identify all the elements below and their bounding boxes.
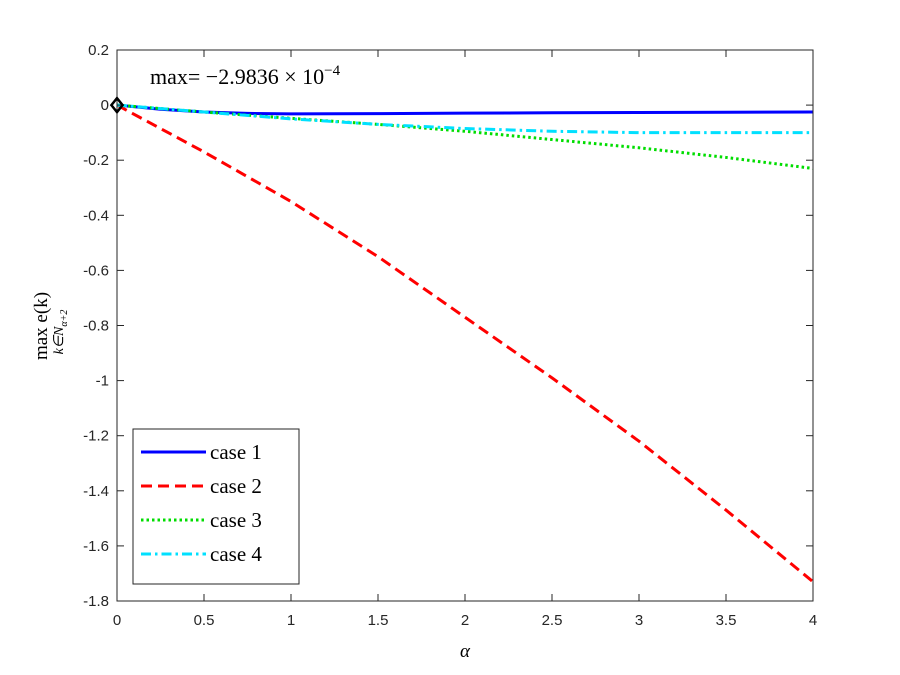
y-tick-label: -1.2 (83, 428, 109, 445)
series-line-case-4 (116, 103, 813, 135)
y-axis-label-subscript: k∈Nα+2 (52, 310, 70, 355)
y-tick-label: -0.8 (83, 318, 109, 335)
y-tick-labels: -1.8 -1.6 -1.4 -1.2 -1 -0.8 -0.6 -0.4 -0.2 0 0.2 (83, 42, 109, 610)
series-line-case-3 (116, 103, 814, 170)
x-tick-label: 0.5 (194, 612, 215, 629)
y-tick-label: -1.8 (83, 593, 109, 610)
x-tick-label: 3 (635, 612, 643, 629)
max-annotation-exponent: −4 (324, 63, 340, 79)
legend-box (132, 428, 300, 585)
x-tick-label: 0 (113, 612, 121, 629)
legend-label-case-3: case 3 (210, 508, 262, 532)
legend-label-case-1: case 1 (210, 440, 262, 464)
y-tick-label: -0.2 (83, 152, 109, 169)
y-tick-label: 0 (101, 97, 109, 114)
x-tick-label: 2 (461, 612, 469, 629)
max-annotation-text: max= −2.9836 × 10 (150, 64, 324, 89)
legend: case 1 case 2 case 3 case 4 (132, 428, 300, 585)
y-axis-label-subsubscript: α+2 (59, 310, 70, 327)
y-tick-label: -1 (96, 373, 109, 390)
x-axis-label: α (460, 641, 471, 662)
x-tick-label: 1 (287, 612, 295, 629)
x-tick-label: 1.5 (368, 612, 389, 629)
diamond-marker (109, 96, 125, 115)
max-annotation: max= −2.9836 × 10−4 (150, 63, 341, 89)
legend-label-case-2: case 2 (210, 474, 262, 498)
x-tick-label: 4 (809, 612, 817, 629)
y-axis-label-main: max e(k) (31, 292, 52, 360)
marker-layer (109, 96, 125, 115)
y-tick-label: -1.4 (83, 483, 109, 500)
legend-label-case-4: case 4 (210, 542, 262, 566)
x-tick-label: 3.5 (716, 612, 737, 629)
y-tick-label: 0.2 (88, 42, 109, 59)
y-tick-label: -1.6 (83, 538, 109, 555)
y-axis-label-subscript-main: k∈N (52, 326, 67, 354)
x-tick-labels: 0 0.5 1 1.5 2 2.5 3 3.5 4 (113, 612, 817, 629)
series-layer (116, 103, 814, 583)
legend-items: case 1 case 2 case 3 case 4 (141, 440, 262, 566)
y-tick-label: -0.4 (83, 207, 109, 224)
y-axis-label: max e(k) k∈Nα+2 (31, 292, 70, 360)
x-tick-label: 2.5 (542, 612, 563, 629)
y-tick-label: -0.6 (83, 262, 109, 279)
axes-layer (116, 49, 814, 602)
